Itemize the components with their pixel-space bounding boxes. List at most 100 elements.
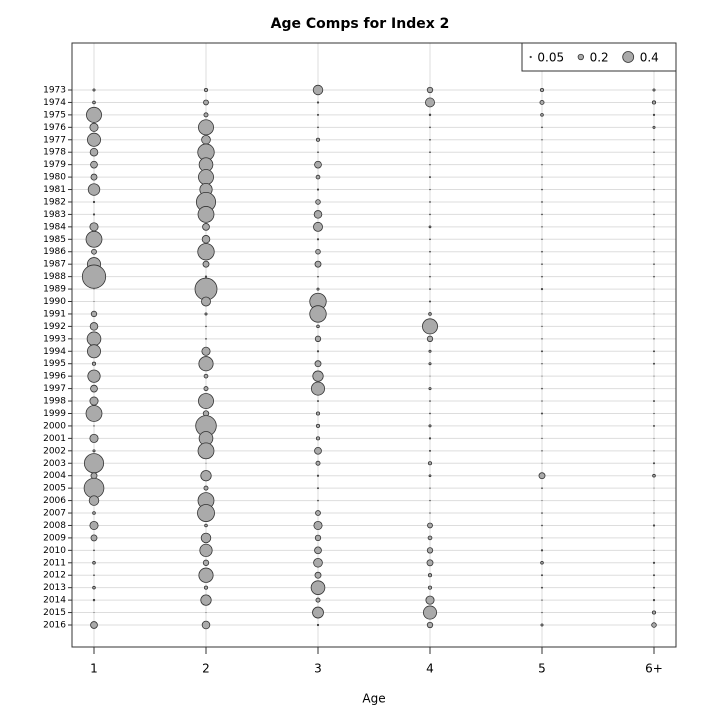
bubble xyxy=(653,275,655,278)
y-tick-label: 1987 xyxy=(43,260,66,270)
bubble xyxy=(89,396,99,406)
y-tick-label: 2012 xyxy=(43,571,66,581)
bubble xyxy=(653,338,655,340)
bubble xyxy=(313,557,323,568)
bubble xyxy=(312,370,324,382)
bubble xyxy=(314,160,322,169)
x-tick-label: 1 xyxy=(90,662,98,676)
y-tick-label: 2014 xyxy=(43,596,66,606)
y-tick-label: 1984 xyxy=(43,222,66,232)
bubble xyxy=(314,360,322,368)
y-tick-label: 1998 xyxy=(43,397,66,407)
bubble xyxy=(651,622,657,628)
bubble xyxy=(202,223,210,231)
bubble xyxy=(538,472,546,480)
legend-bubble xyxy=(577,53,584,61)
bubble xyxy=(422,605,437,620)
bubble xyxy=(540,549,544,552)
x-tick-label: 3 xyxy=(314,662,322,676)
chart-title: Age Comps for Index 2 xyxy=(271,16,450,32)
bubble xyxy=(92,88,96,92)
bubble xyxy=(541,437,543,440)
bubble xyxy=(425,595,435,605)
y-tick-label: 1980 xyxy=(43,173,66,183)
y-tick-label: 2003 xyxy=(43,459,66,469)
y-tick-label: 1996 xyxy=(43,372,66,382)
bubble xyxy=(87,132,102,147)
bubble xyxy=(317,400,319,402)
bubble xyxy=(199,543,213,557)
bubble xyxy=(428,312,432,316)
bubble xyxy=(429,449,431,452)
bubble xyxy=(653,549,655,552)
bubble xyxy=(541,176,543,178)
bubble xyxy=(539,87,545,93)
y-tick-label: 2001 xyxy=(43,434,66,444)
x-tick-label: 4 xyxy=(426,662,434,676)
bubble xyxy=(653,362,655,365)
bubble xyxy=(541,201,543,203)
bubble xyxy=(541,350,543,353)
bubble xyxy=(428,424,432,428)
x-tick-label: 5 xyxy=(538,662,546,676)
bubble xyxy=(541,275,543,278)
bubble xyxy=(312,84,324,96)
bubble xyxy=(653,188,655,191)
bubble xyxy=(653,251,655,253)
bubble xyxy=(315,460,321,466)
bubble xyxy=(653,163,655,166)
bubble xyxy=(425,97,435,108)
bubble xyxy=(541,512,543,514)
y-tick-label: 1978 xyxy=(43,148,66,158)
bubble xyxy=(422,318,438,335)
bubble xyxy=(316,474,320,477)
y-tick-label: 1981 xyxy=(43,185,66,195)
bubble xyxy=(315,423,321,428)
bubble xyxy=(315,411,321,416)
bubble xyxy=(314,446,322,455)
bubble xyxy=(653,400,655,402)
bubble xyxy=(89,122,99,132)
bubble xyxy=(541,387,543,390)
x-tick-label: 6+ xyxy=(645,662,663,676)
bubble xyxy=(90,472,98,480)
bubble xyxy=(653,412,655,415)
y-tick-label: 2006 xyxy=(43,496,66,506)
bubble xyxy=(198,119,214,136)
bubble xyxy=(540,561,544,565)
bubble xyxy=(316,350,320,353)
bubble xyxy=(203,373,209,379)
bubble xyxy=(541,226,543,228)
bubble xyxy=(317,151,319,154)
x-tick-label: 2 xyxy=(202,662,210,676)
y-tick-label: 2015 xyxy=(43,608,66,618)
bubble xyxy=(429,138,431,141)
y-tick-label: 1990 xyxy=(43,297,66,307)
bubble xyxy=(92,561,96,565)
bubble xyxy=(85,230,103,248)
bubble xyxy=(653,512,655,514)
bubble xyxy=(428,362,432,366)
bubble xyxy=(312,606,324,619)
bubble xyxy=(317,499,319,502)
bubble xyxy=(93,425,95,427)
bubble xyxy=(315,510,321,516)
bubble xyxy=(653,537,655,539)
bubble xyxy=(541,363,543,365)
bubble xyxy=(205,338,207,340)
y-tick-label: 2005 xyxy=(43,484,66,494)
y-tick-label: 2007 xyxy=(43,509,66,519)
bubble xyxy=(653,350,655,353)
bubble xyxy=(92,598,96,602)
bubble xyxy=(426,86,434,94)
bubble xyxy=(197,206,215,223)
bubble xyxy=(316,324,320,329)
bubble xyxy=(429,412,431,415)
bubble xyxy=(203,585,209,590)
bubble xyxy=(652,561,656,564)
bubble xyxy=(541,611,543,614)
bubble xyxy=(198,356,214,372)
bubble xyxy=(653,201,655,203)
bubble xyxy=(541,151,543,153)
bubble xyxy=(316,287,320,291)
